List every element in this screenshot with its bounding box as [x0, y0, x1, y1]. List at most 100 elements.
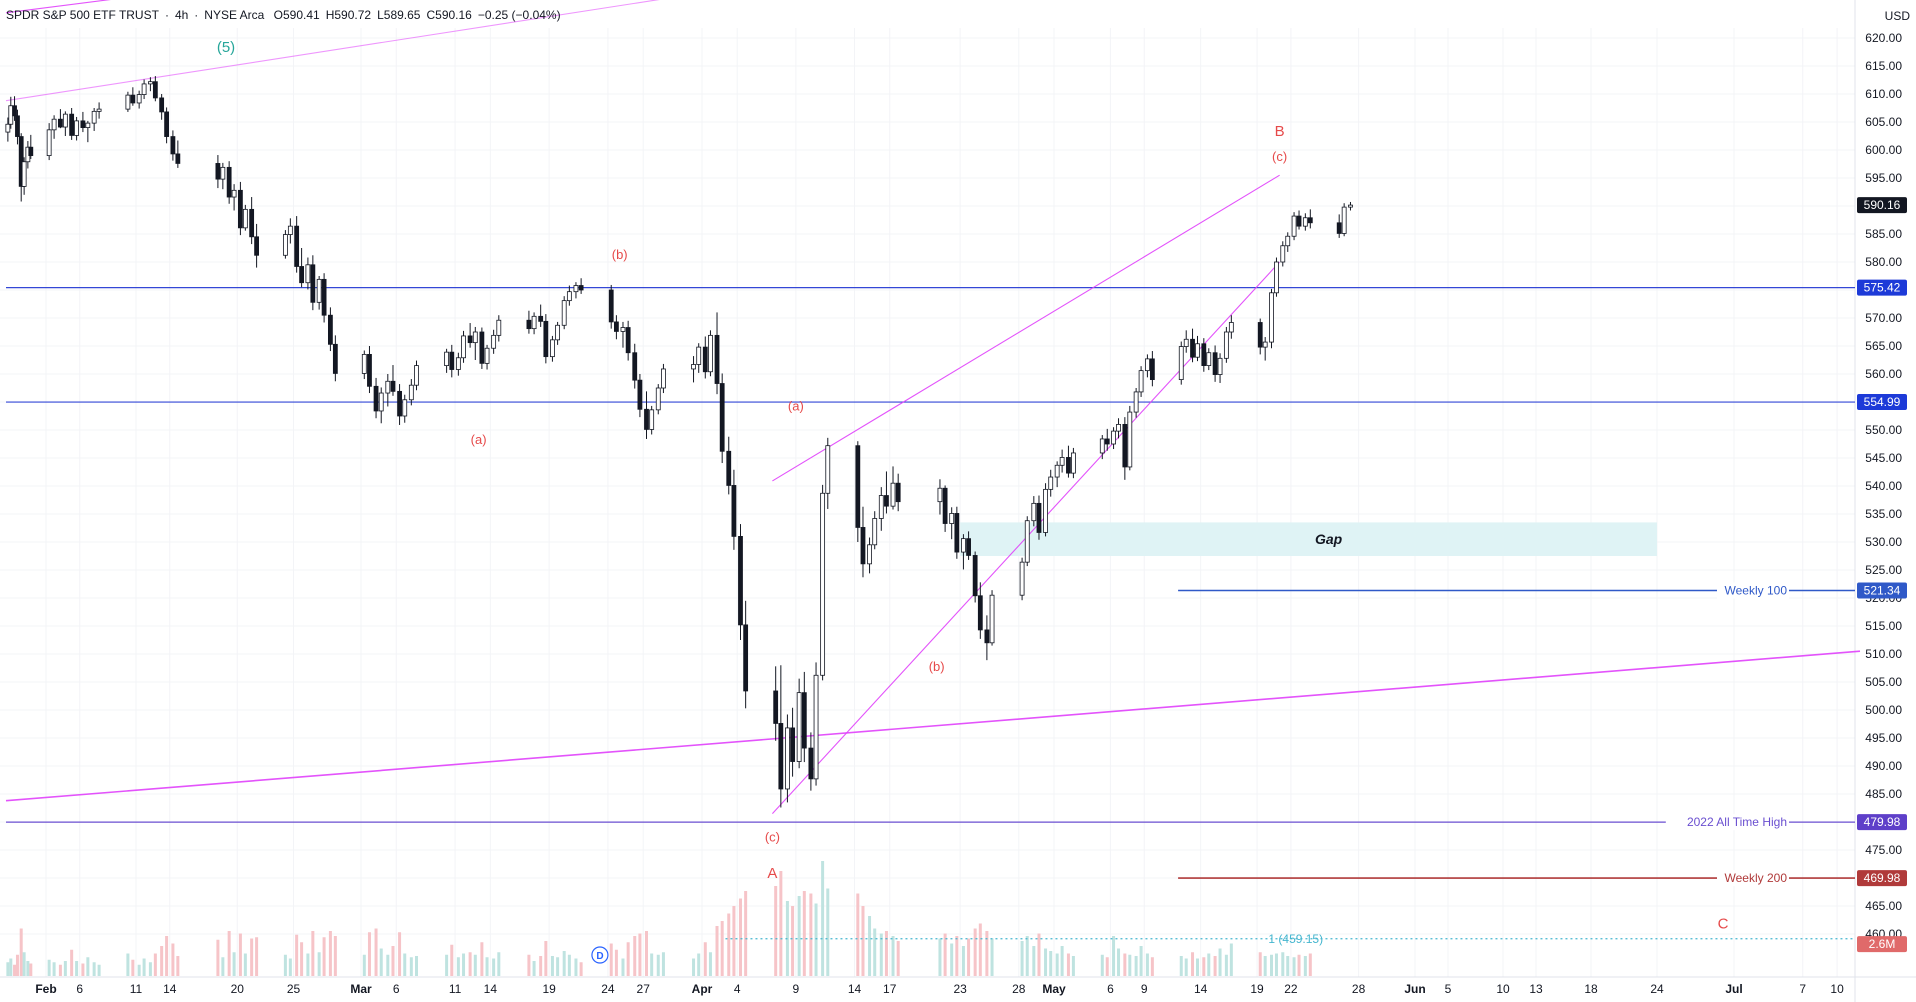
volume-bar — [1049, 951, 1053, 976]
price-tag-label: 469.98 — [1864, 871, 1901, 885]
volume-bar — [52, 962, 56, 976]
gap-zone[interactable] — [960, 522, 1657, 556]
candle-body — [472, 331, 478, 344]
price-tag — [1857, 279, 1907, 296]
candle-body — [125, 94, 131, 110]
candle-body — [884, 495, 889, 507]
candle-body — [58, 118, 63, 128]
candle-body — [566, 291, 572, 302]
volume-bar — [961, 946, 965, 976]
candle-body — [1348, 204, 1353, 208]
level-label: Weekly 100 — [1725, 583, 1788, 597]
candle-body — [613, 321, 619, 332]
volume-bar — [153, 953, 157, 976]
candle-body — [287, 225, 293, 235]
candle-body — [170, 136, 176, 155]
candle-body — [867, 544, 872, 565]
candle-body — [305, 264, 311, 284]
volume-bar — [774, 886, 778, 976]
candle-body — [1149, 358, 1155, 381]
price-tick-label: 615.00 — [1865, 59, 1902, 73]
exchange-label: NYSE Arca — [204, 8, 265, 22]
candle-body — [1228, 322, 1234, 333]
time-tick-label: 14 — [848, 982, 862, 996]
candle-body — [696, 346, 702, 365]
candle-body — [282, 234, 288, 256]
candle-body — [1257, 322, 1263, 348]
trendline[interactable] — [5, 0, 772, 102]
candle-body — [620, 327, 626, 332]
volume-bar — [227, 931, 231, 976]
candle-body — [961, 538, 966, 553]
candle-body — [561, 300, 567, 326]
volume-bar — [1134, 956, 1138, 976]
volume-bar — [609, 943, 613, 976]
volume-bar — [473, 954, 477, 976]
candle-body — [175, 153, 181, 164]
candle-body — [249, 208, 255, 238]
volume-bar — [744, 891, 748, 976]
candle-body — [316, 278, 322, 303]
volume-bar — [295, 934, 299, 976]
symbol-name[interactable]: SPDR S&P 500 ETF TRUST — [6, 8, 159, 22]
trendline[interactable] — [772, 174, 1280, 482]
candle-body — [691, 364, 696, 370]
time-tick-label: 4 — [734, 982, 741, 996]
trendline[interactable] — [5, 650, 1861, 802]
volume-bar — [1191, 952, 1195, 976]
candle-body — [972, 555, 978, 597]
volume-bar — [1297, 954, 1301, 976]
volume-bar — [165, 936, 169, 976]
candle-body — [414, 365, 419, 386]
wave-label: C — [1718, 915, 1729, 932]
volume-bar — [626, 942, 630, 976]
price-tick-label: 485.00 — [1865, 787, 1902, 801]
volume-bar — [238, 933, 242, 976]
candle-body — [378, 392, 384, 412]
volume-bar — [1139, 946, 1143, 976]
candle-body — [895, 482, 901, 503]
volume-bar — [1281, 952, 1285, 976]
time-tick-label: Mar — [350, 982, 372, 996]
price-tick-label: 535.00 — [1865, 507, 1902, 521]
time-tick-label: 6 — [76, 982, 83, 996]
volume-bar — [809, 893, 813, 976]
volume-bar — [255, 937, 259, 976]
candle-body — [860, 527, 866, 565]
price-tag — [1857, 814, 1907, 831]
volume-bar — [450, 944, 454, 976]
candle-body — [942, 487, 948, 524]
volume-bar — [791, 906, 795, 976]
volume-bar — [47, 959, 51, 976]
time-tick-label: 11 — [130, 982, 143, 996]
candle-body — [141, 83, 147, 95]
time-tick-label: 25 — [287, 982, 301, 996]
price-tag-label: 590.16 — [1864, 198, 1901, 212]
time-tick-label: 28 — [1012, 982, 1026, 996]
volume-bar — [978, 923, 982, 976]
volume-bar — [950, 943, 954, 976]
candle-body — [773, 690, 779, 724]
candle-body — [455, 357, 461, 370]
candle-body — [714, 334, 720, 384]
time-tick-label: 19 — [1250, 982, 1264, 996]
candle-body — [526, 319, 532, 330]
price-tick-label: 530.00 — [1865, 535, 1902, 549]
volume-bar — [879, 933, 883, 976]
candle-body — [28, 146, 34, 156]
dividend-marker[interactable] — [591, 946, 609, 964]
candle-body — [164, 111, 170, 137]
price-tick-label: 510.00 — [1865, 647, 1902, 661]
ohlc-close: C590.16 — [426, 8, 472, 22]
candle-body — [1071, 452, 1076, 474]
volume-bar — [137, 964, 141, 976]
time-tick-label: 13 — [1529, 982, 1543, 996]
candle-body — [1212, 352, 1218, 375]
volume-bar — [990, 938, 994, 976]
trendline[interactable] — [5, 0, 226, 14]
volume-bar — [621, 958, 625, 976]
volume-bar — [579, 962, 583, 976]
volume-bar — [216, 939, 220, 976]
interval-label[interactable]: 4h — [174, 8, 189, 22]
